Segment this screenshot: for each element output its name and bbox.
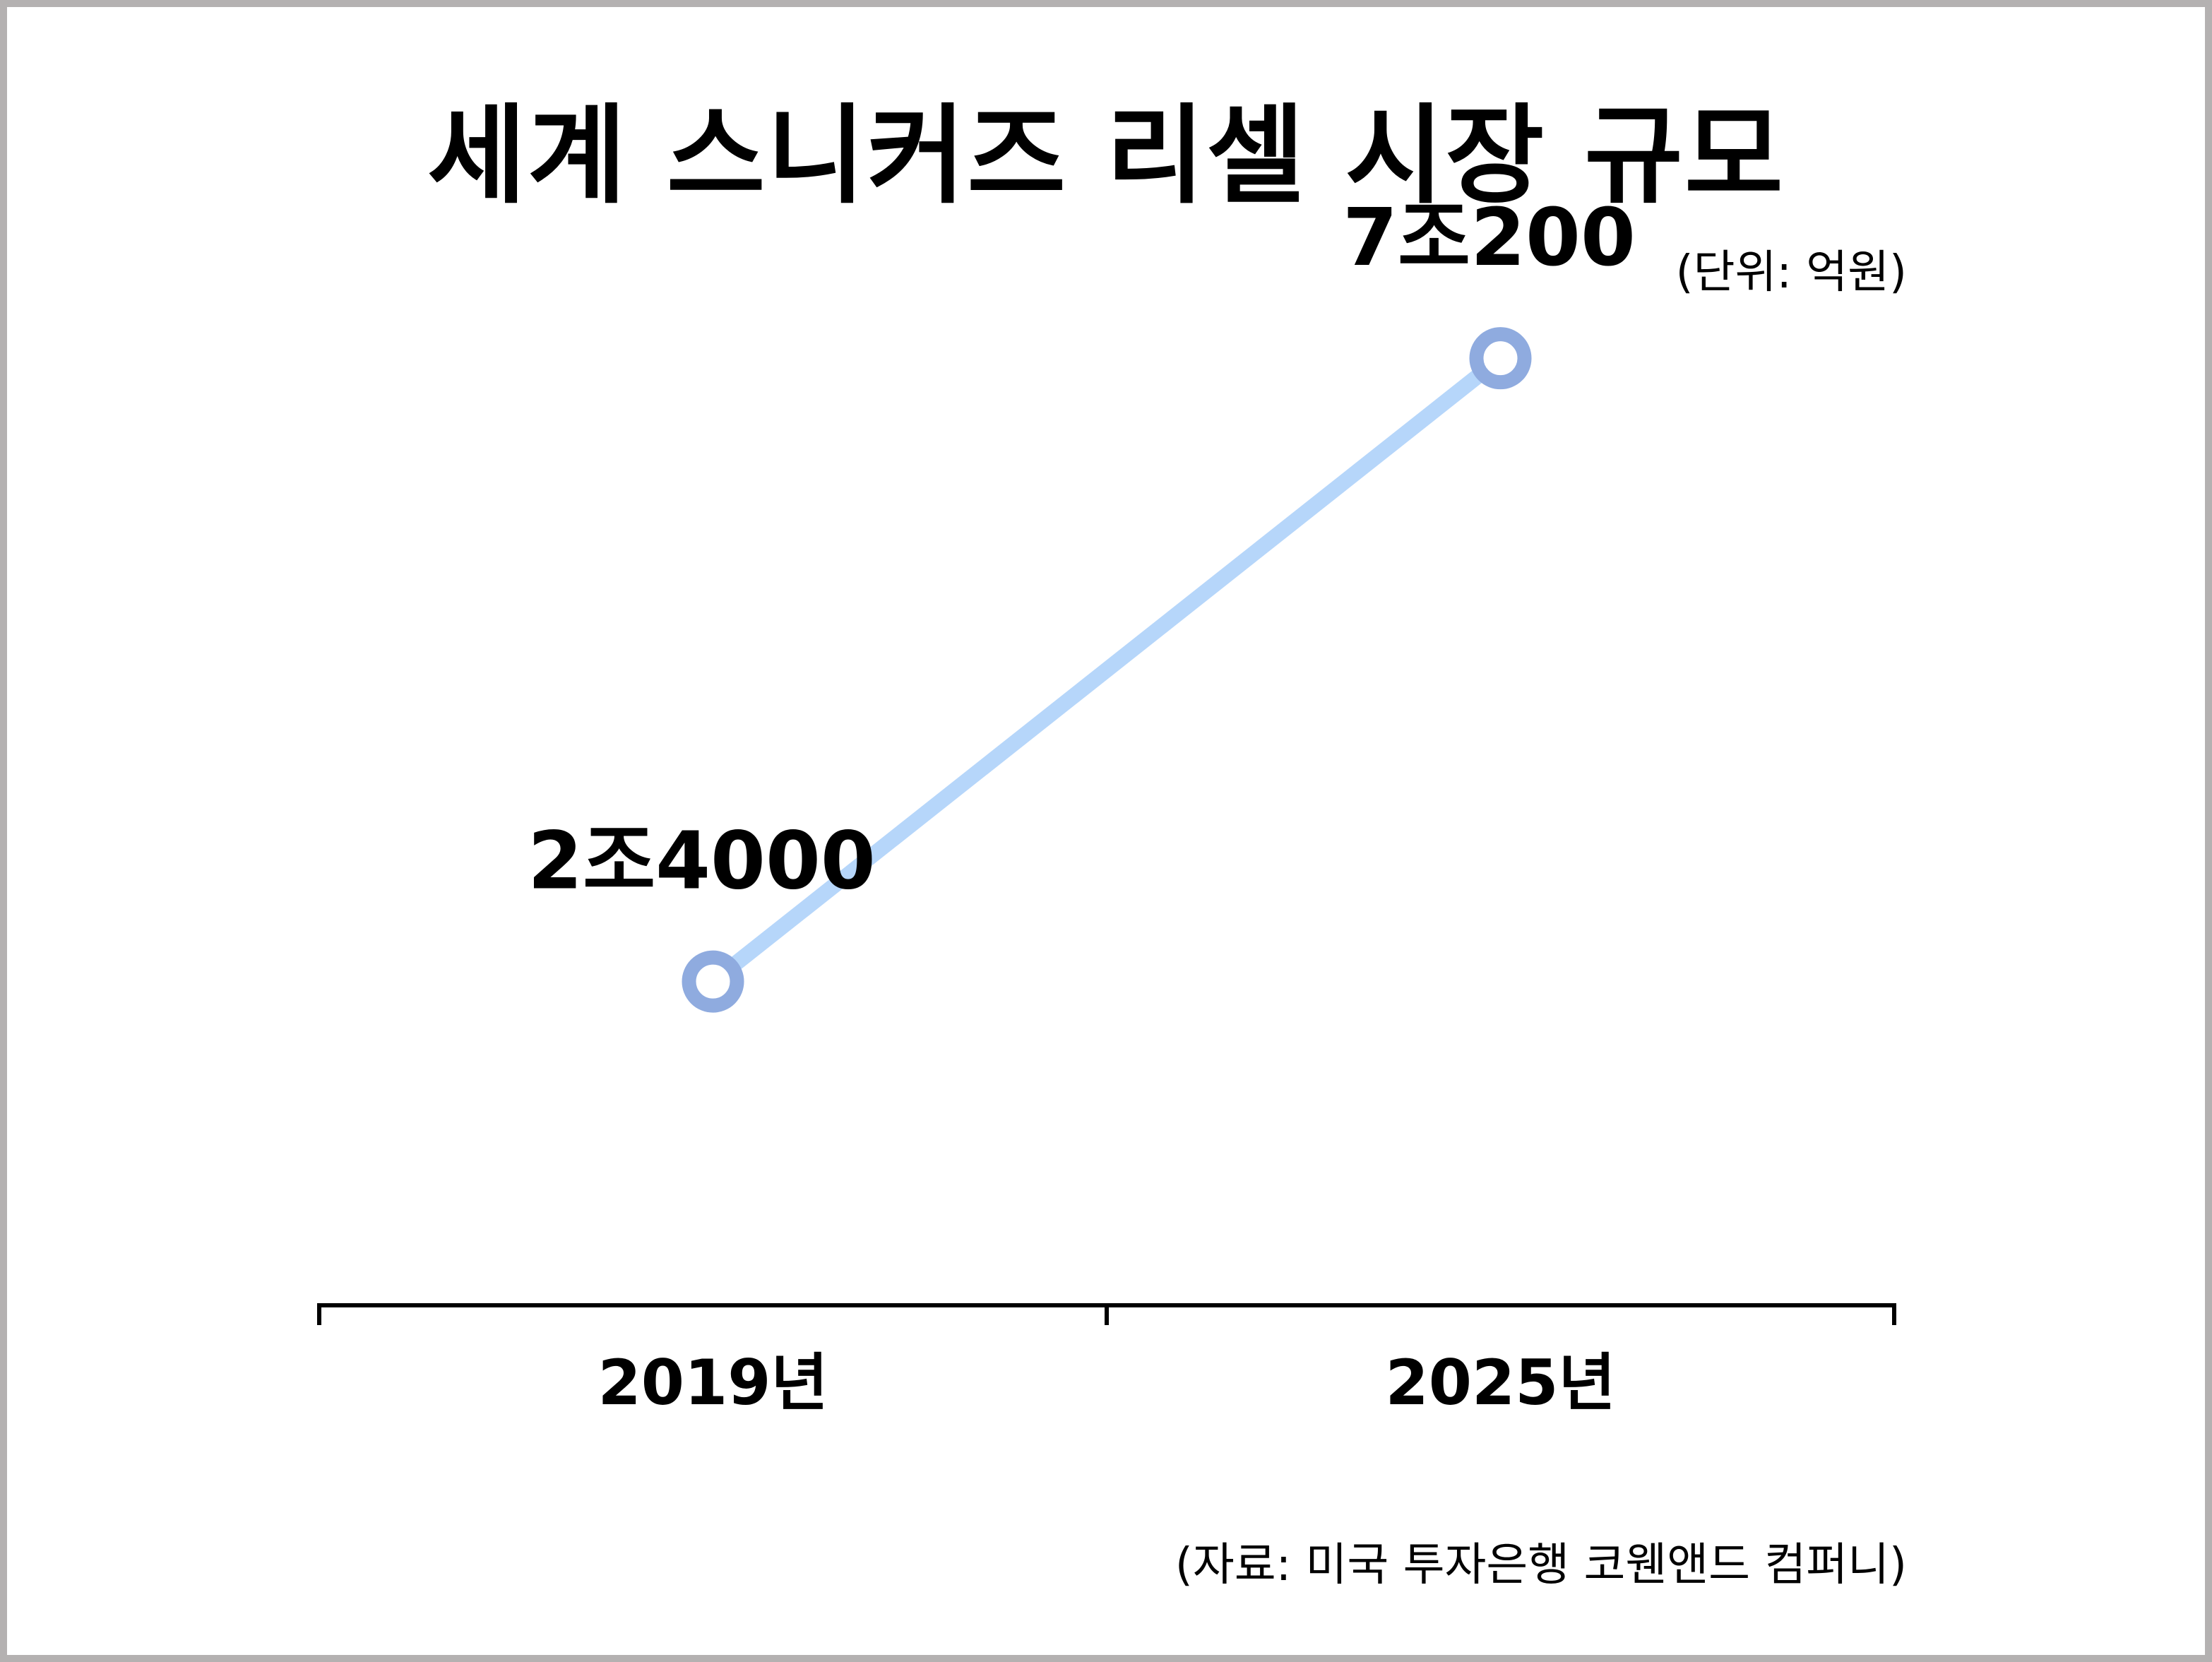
- series-line-group: [682, 327, 1532, 1013]
- x-tick-label: 2019년: [598, 1346, 828, 1419]
- x-axis: [317, 1303, 1896, 1325]
- data-label: 7조200: [1343, 192, 1636, 284]
- data-label: 2조4000: [528, 816, 876, 908]
- data-point: [1469, 327, 1532, 390]
- data-point: [682, 950, 744, 1013]
- series-line: [705, 350, 1509, 990]
- source-note: (자료: 미국 투자은행 코웬앤드 컴퍼니): [1175, 1539, 1907, 1591]
- label-group: 2019년 2025년 2조4000 7조200: [528, 192, 1636, 1419]
- chart-title: 세계 스니커즈 리셀 시장 규모: [427, 93, 1785, 218]
- unit-note: (단위: 억원): [1675, 247, 1907, 299]
- x-tick-label: 2025년: [1386, 1346, 1616, 1419]
